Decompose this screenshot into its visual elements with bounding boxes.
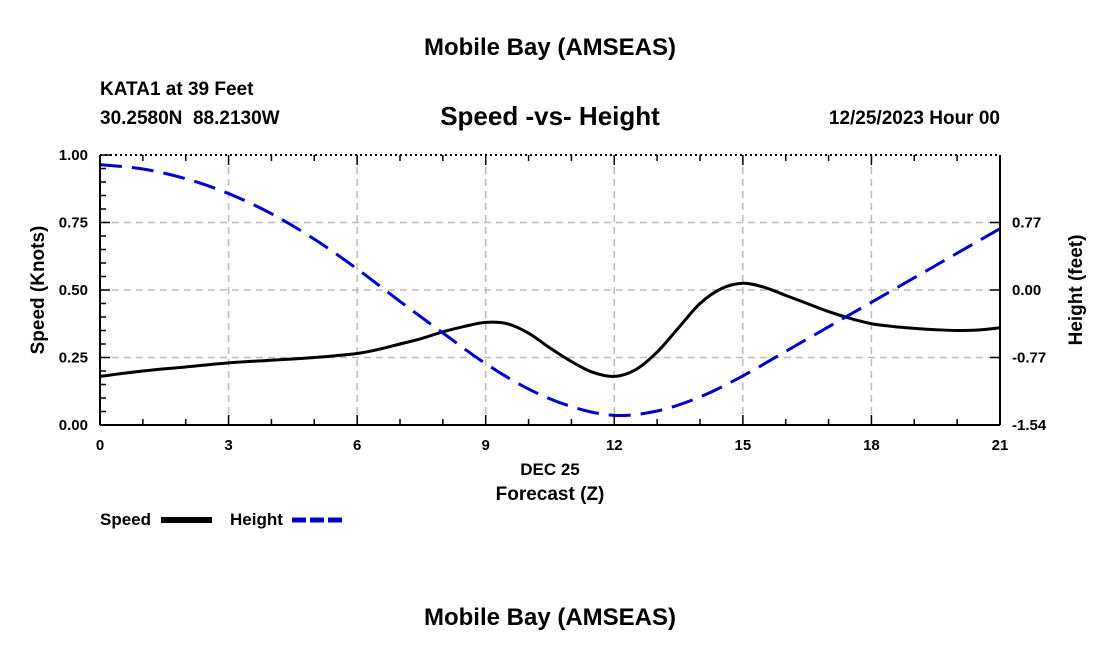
legend-height-label: Height	[230, 510, 283, 529]
x-tick-label: 12	[606, 437, 623, 454]
axes	[99, 154, 1001, 426]
x-tick-label: 18	[863, 437, 880, 454]
date-label: 12/25/2023 Hour 00	[829, 108, 1000, 129]
page-title: Mobile Bay (AMSEAS)	[424, 34, 676, 61]
x-date-label: DEC 25	[520, 460, 580, 479]
x-tick-label: 0	[96, 437, 104, 454]
x-tick-label: 15	[735, 437, 752, 454]
y2-tick-label: -0.77	[1012, 350, 1046, 367]
location-label: 30.2580N 88.2130W	[100, 108, 280, 129]
station-label: KATA1 at 39 Feet	[100, 79, 254, 100]
y-tick-label: 0.00	[59, 417, 88, 434]
y-tick-label: 0.50	[59, 282, 88, 299]
y2-axis-label: Height (feet)	[1066, 235, 1087, 346]
tick-labels: 0 3 6 9 12 15 18 21 0.00 0.25 0.50 0.75 1.00 -1.54 -0.…	[59, 147, 1047, 454]
x-tick-label: 9	[482, 437, 490, 454]
series-line-speed	[99, 281, 1001, 378]
chart-title: Speed -vs- Height	[440, 101, 660, 131]
x-tick-label: 3	[224, 437, 232, 454]
series-lines	[99, 163, 1001, 418]
legend: Speed Height	[100, 510, 343, 529]
bottom-title: Mobile Bay (AMSEAS)	[424, 604, 676, 631]
y2-tick-label: 0.00	[1012, 282, 1041, 299]
y-tick-label: 1.00	[59, 147, 88, 164]
y2-tick-label: 0.77	[1012, 215, 1041, 232]
y-tick-label: 0.25	[59, 350, 88, 367]
x-tick-label: 21	[992, 437, 1009, 454]
y-tick-label: 0.75	[59, 215, 88, 232]
y-axis-label: Speed (Knots)	[28, 226, 49, 355]
grid-lines	[100, 155, 1000, 425]
y2-tick-label: -1.54	[1012, 417, 1047, 434]
series-line-height	[99, 163, 1001, 418]
x-tick-label: 6	[353, 437, 361, 454]
x-axis-label: Forecast (Z)	[496, 484, 605, 505]
legend-speed-label: Speed	[100, 510, 151, 529]
